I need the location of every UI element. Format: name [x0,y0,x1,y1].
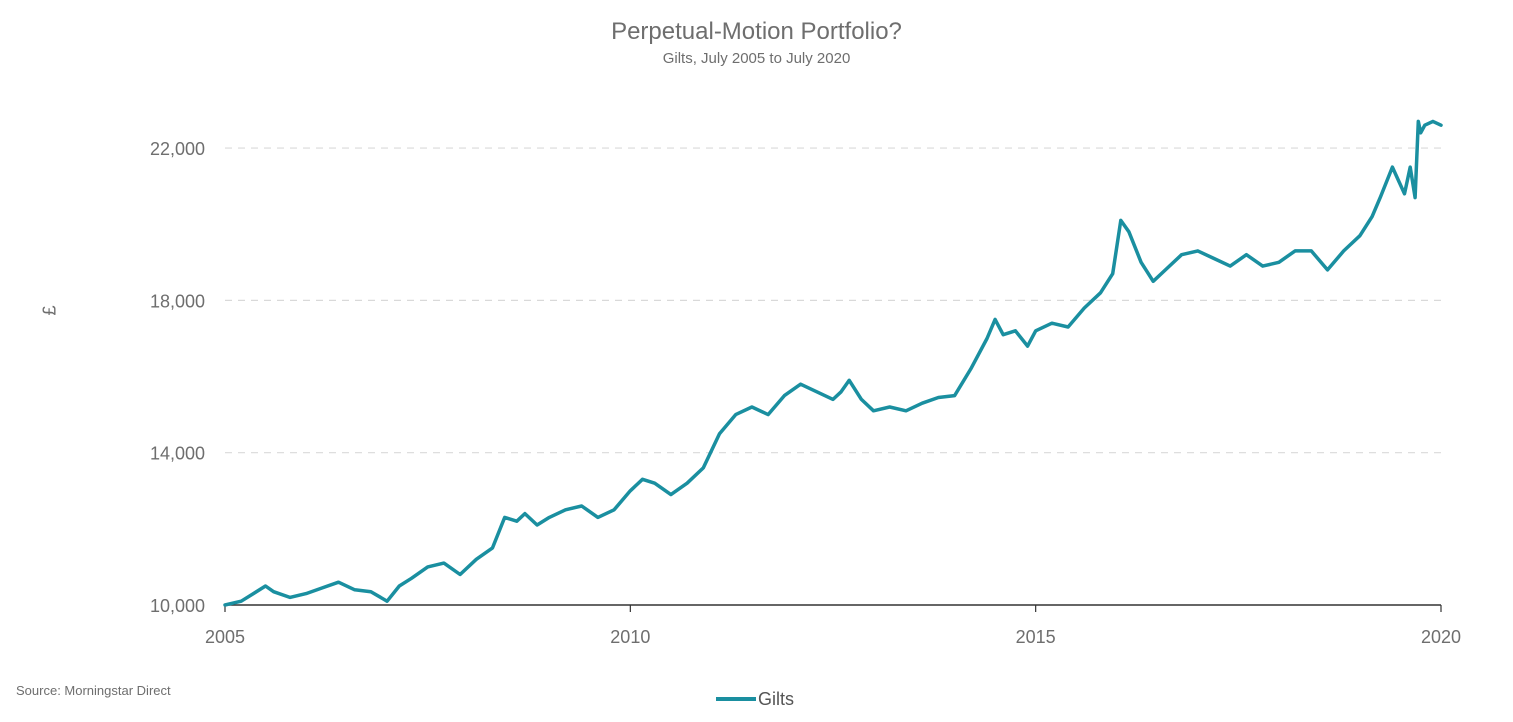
x-tick-label-2015: 2015 [1016,627,1056,647]
x-axis: 2005 2010 2015 2020 [205,604,1461,647]
legend-swatch-gilts [716,697,756,701]
chart-subtitle: Gilts, July 2005 to July 2020 [662,50,851,67]
y-tick-label-18000: 18,000 [150,291,205,311]
series-layer [223,119,1443,607]
y-tick-label-22000: 22,000 [150,139,205,159]
x-tick-label-2010: 2010 [610,627,650,647]
x-tick-label-2020: 2020 [1421,627,1461,647]
y-tick-label-14000: 14,000 [150,444,205,464]
legend-label-gilts: Gilts [758,688,794,709]
x-tick-label-2005: 2005 [205,627,245,647]
legend: Gilts [716,688,794,710]
chart-title: Perpetual-Motion Portfolio? [611,18,902,45]
series-line-gilts [223,119,1443,607]
source-note: Source: Morningstar Direct [16,683,171,698]
y-tick-label-10000: 10,000 [150,596,205,616]
y-tick-labels: 10,000 14,000 18,000 22,000 [150,139,205,616]
grid-lines [225,147,1441,454]
